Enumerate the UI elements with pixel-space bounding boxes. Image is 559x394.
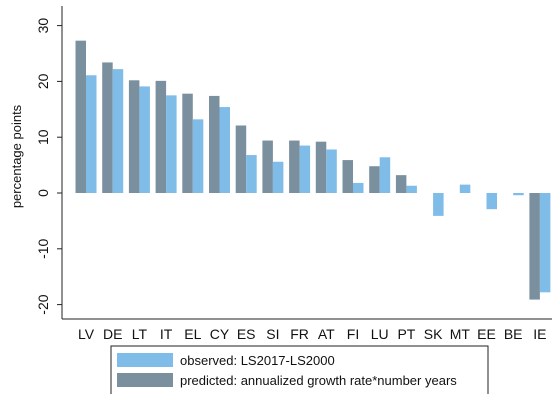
bar-predicted-cy (209, 95, 220, 193)
legend-label-predicted: predicted: annualized growth rate*number… (180, 373, 457, 388)
bar-observed-de (112, 69, 124, 193)
bar-observed-at (326, 149, 337, 193)
x-tick-label-fr: FR (290, 326, 309, 342)
bar-observed-ee (486, 193, 497, 210)
y-tick-label: 20 (35, 73, 51, 89)
y-tick-label: 10 (35, 129, 51, 145)
bar-predicted-de (102, 62, 113, 193)
bar-observed-mt (459, 184, 471, 193)
bar-predicted-lt (128, 80, 140, 193)
bar-predicted-fr (289, 140, 300, 193)
x-tick-label-lu: LU (371, 326, 389, 342)
bar-observed-be (513, 193, 524, 196)
y-axis: -20 -10 0 10 20 30 (35, 6, 63, 319)
bar-observed-el (192, 119, 204, 193)
x-tick-label-lt: LT (132, 326, 148, 342)
y-tick-label: -20 (35, 294, 51, 314)
bar-predicted-fi (342, 160, 353, 193)
bar-observed-ie (539, 193, 551, 293)
bars-layer (75, 40, 551, 300)
x-tick-label-de: DE (103, 326, 122, 342)
x-tick-label-lv: LV (78, 326, 95, 342)
bar-predicted-el (182, 93, 193, 193)
legend-box (110, 345, 489, 394)
x-tick-label-mt: MT (450, 326, 471, 342)
bar-predicted-si (262, 140, 273, 193)
y-tick-label: 0 (35, 189, 51, 197)
bar-predicted-es (235, 125, 247, 193)
bar-predicted-at (315, 141, 327, 193)
x-axis: LV DE LT IT EL CY ES SI FR AT FI LU PT SK MT EE BE IE (62, 318, 552, 342)
bar-predicted-it (155, 80, 167, 193)
x-tick-label-fi: FI (347, 326, 359, 342)
bar-observed-sk (433, 193, 444, 216)
x-tick-label-ee: EE (477, 326, 496, 342)
x-tick-label-ie: IE (533, 326, 546, 342)
legend-swatch-observed (117, 353, 173, 367)
x-tick-label-sk: SK (424, 326, 443, 342)
y-axis-title: percentage points (9, 104, 24, 208)
legend-label-observed: observed: LS2017-LS2000 (180, 353, 335, 368)
x-tick-label-at: AT (318, 326, 335, 342)
bar-observed-pt (406, 185, 417, 193)
bar-observed-si (272, 161, 284, 193)
x-tick-label-es: ES (237, 326, 256, 342)
bar-observed-fr (299, 145, 311, 193)
bar-observed-lt (139, 86, 150, 193)
bar-predicted-ie (529, 193, 540, 300)
legend: observed: LS2017-LS2000 predicted: annual… (110, 345, 489, 394)
x-tick-label-si: SI (266, 326, 279, 342)
y-tick-label: -10 (35, 238, 51, 258)
x-tick-label-be: BE (504, 326, 523, 342)
x-tick-label-cy: CY (210, 326, 230, 342)
y-tick-label: 30 (35, 18, 51, 34)
bar-predicted-lv (75, 40, 86, 193)
bar-observed-fi (353, 182, 364, 193)
legend-swatch-predicted (117, 373, 173, 387)
x-tick-label-el: EL (184, 326, 201, 342)
bar-observed-cy (219, 107, 230, 193)
bar-observed-it (166, 95, 177, 193)
bar-observed-es (246, 155, 257, 193)
bar-observed-lv (86, 75, 97, 193)
x-tick-label-it: IT (160, 326, 173, 342)
bar-observed-lu (379, 157, 391, 193)
x-tick-label-pt: PT (397, 326, 415, 342)
bar-predicted-pt (395, 175, 407, 193)
bar-predicted-lu (369, 166, 380, 193)
